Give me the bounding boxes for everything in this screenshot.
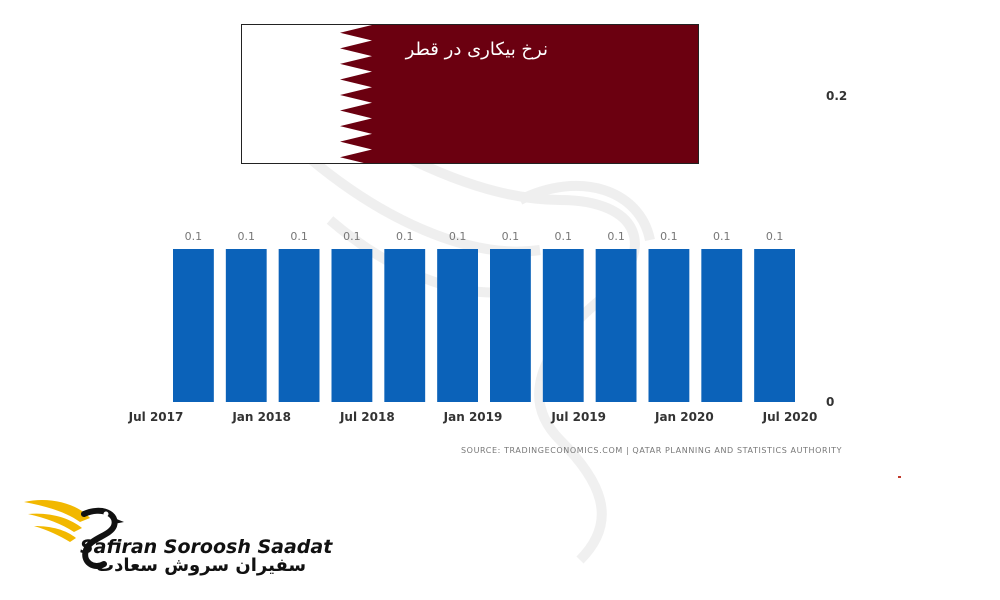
data-label-5: 0.1 [449, 230, 467, 243]
x-tick-label-3: Jan 2019 [443, 410, 503, 424]
data-label-7: 0.1 [555, 230, 573, 243]
logo-name-fa: سفیران سروش سعادت [96, 555, 307, 576]
x-tick-label-5: Jan 2020 [654, 410, 714, 424]
data-label-1: 0.1 [238, 230, 256, 243]
x-tick-label-0: Jul 2017 [128, 410, 184, 424]
bar-4 [384, 249, 426, 402]
flag-maroon-field [340, 25, 698, 163]
data-label-6: 0.1 [502, 230, 520, 243]
data-label-9: 0.1 [660, 230, 678, 243]
chart-title: نرخ بیکاری در قطر [405, 39, 548, 60]
bar-11 [754, 249, 795, 402]
bar-8 [595, 249, 637, 402]
y-tick-label-0: 0 [826, 395, 834, 409]
data-label-0: 0.1 [185, 230, 203, 243]
data-label-4: 0.1 [396, 230, 414, 243]
logo-name-en: Safiran Soroosh Saadat [80, 536, 333, 558]
data-label-8: 0.1 [607, 230, 625, 243]
x-tick-label-6: Jul 2020 [762, 410, 818, 424]
bar-10 [701, 249, 743, 402]
x-tick-label-2: Jul 2018 [339, 410, 395, 424]
data-label-3: 0.1 [343, 230, 361, 243]
bird-logo-icon [24, 499, 124, 570]
y-tick-label-1: 0.2 [826, 89, 847, 103]
data-label-11: 0.1 [766, 230, 784, 243]
x-tick-label-4: Jul 2019 [550, 410, 606, 424]
chart-title-box: نرخ بیکاری در قطر [241, 24, 699, 164]
data-label-10: 0.1 [713, 230, 731, 243]
bar-7 [542, 249, 584, 402]
bar-2 [278, 249, 320, 402]
bar-3 [331, 249, 373, 402]
stray-dot [898, 476, 901, 478]
bar-9 [648, 249, 690, 402]
bar-5 [437, 249, 478, 402]
qatar-flag-icon [340, 25, 698, 163]
bar-0 [173, 249, 214, 402]
source-note: SOURCE: TRADINGECONOMICS.COM | QATAR PLA… [461, 446, 843, 455]
bar-1 [225, 249, 267, 402]
bar-6 [490, 249, 531, 402]
x-tick-label-1: Jan 2018 [231, 410, 291, 424]
data-label-2: 0.1 [290, 230, 308, 243]
